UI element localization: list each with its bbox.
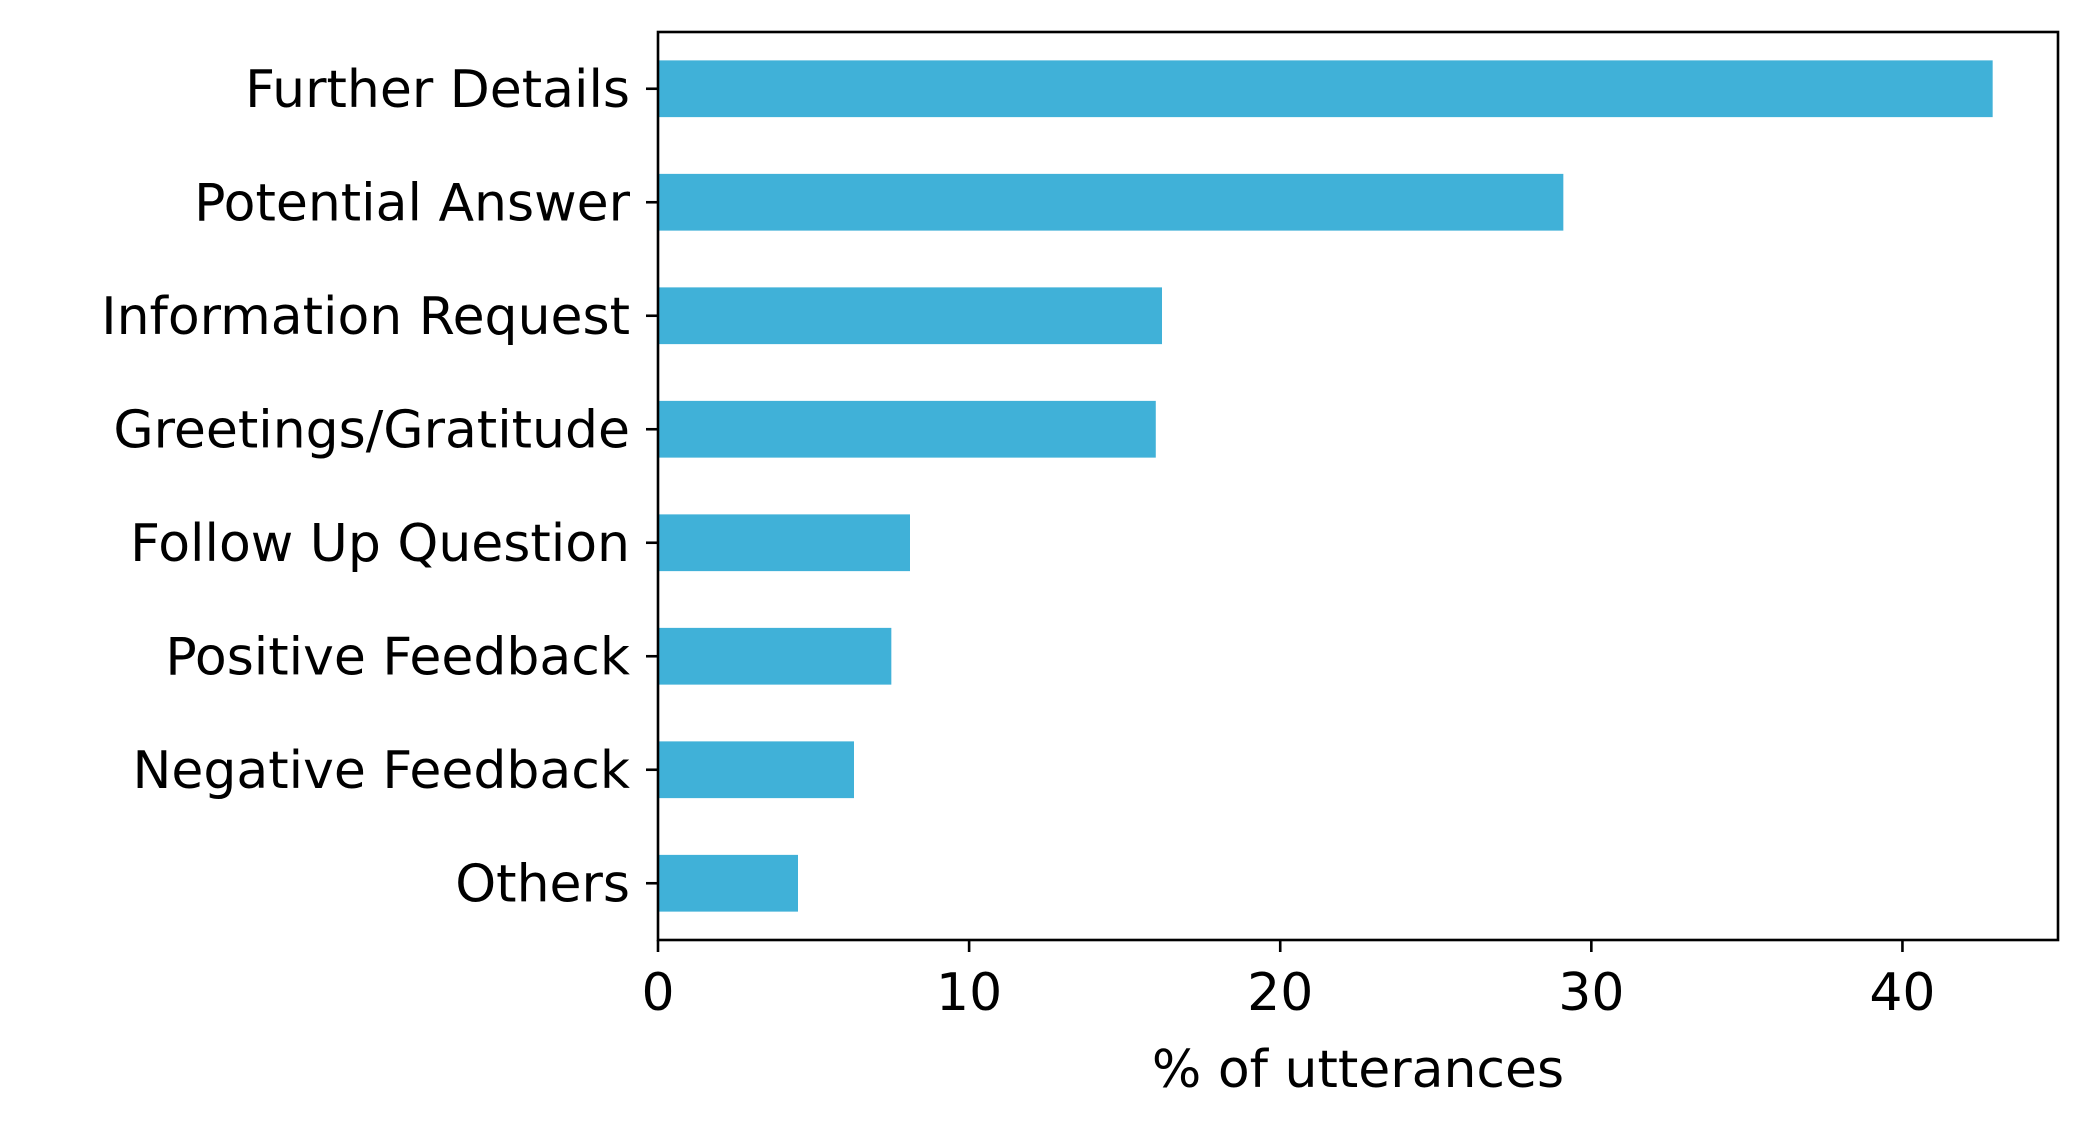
bar [658,60,1993,118]
bar [658,287,1162,345]
x-tick-label: 40 [1869,963,1935,1023]
bar [658,741,854,799]
bar [658,173,1564,231]
y-tick-label: Follow Up Question [130,514,630,574]
x-tick-label: 10 [936,963,1002,1023]
bar [658,514,910,572]
x-axis: 0 10 20 30 40 [641,940,1936,1023]
bar [658,627,892,685]
x-axis-title: % of utterances [1152,1040,1564,1100]
y-axis: Further Details Potential Answer Informati… [101,60,658,914]
y-tick-label: Potential Answer [194,173,630,233]
plot-frame [656,30,2060,942]
y-tick-label: Negative Feedback [132,741,630,801]
x-tick-label: 30 [1558,963,1624,1023]
y-tick-label: Further Details [245,60,630,120]
y-tick-label: Information Request [101,287,630,347]
y-tick-label: Positive Feedback [165,627,630,687]
bar [658,854,798,912]
y-tick-label: Greetings/Gratitude [113,400,630,460]
x-tick-label: 20 [1247,963,1313,1023]
bar [658,400,1156,458]
x-tick-label: 0 [641,963,674,1023]
y-tick-label: Others [455,854,630,914]
bars-group [658,60,1993,912]
